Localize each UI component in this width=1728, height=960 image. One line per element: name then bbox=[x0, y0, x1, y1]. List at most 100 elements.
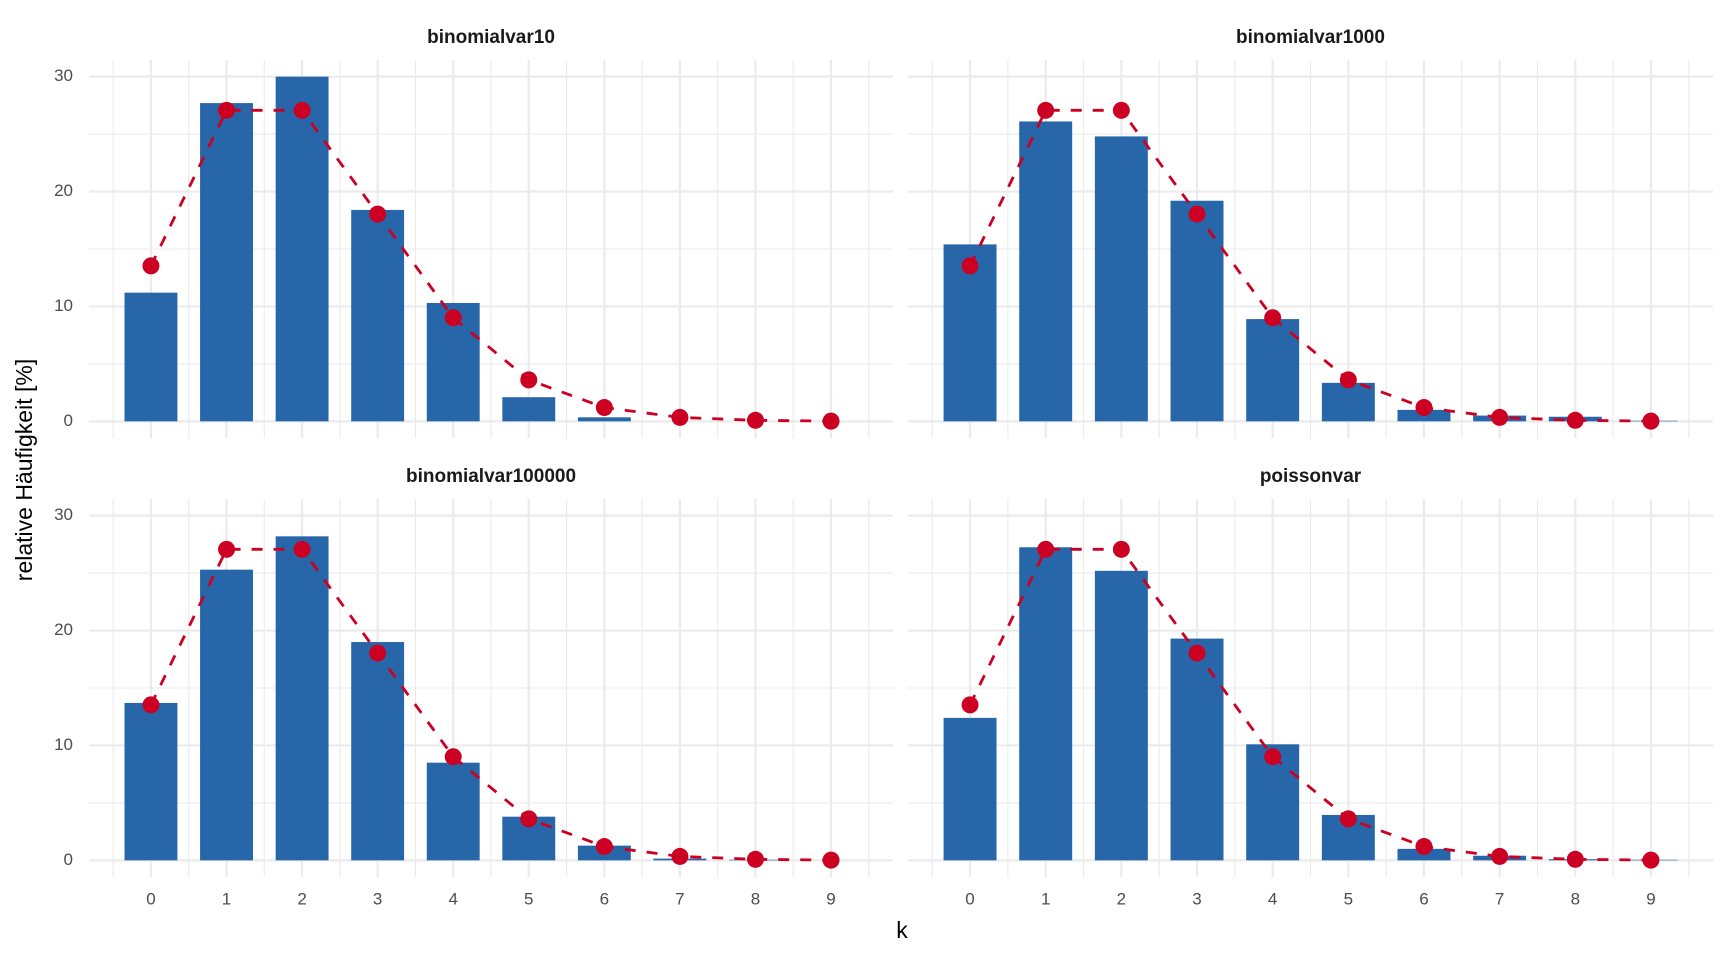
y-tick-label: 0 bbox=[64, 850, 73, 869]
x-tick-label: 6 bbox=[600, 889, 609, 908]
reference-point bbox=[1339, 371, 1357, 389]
reference-point bbox=[671, 408, 689, 426]
x-axis-title: k bbox=[896, 917, 908, 943]
x-tick-label: 0 bbox=[146, 889, 155, 908]
x-tick-label: 4 bbox=[1268, 889, 1277, 908]
reference-point bbox=[1037, 101, 1055, 119]
y-tick-label: 10 bbox=[54, 735, 73, 754]
bar bbox=[351, 209, 405, 422]
facet-title: poissonvar bbox=[1260, 466, 1362, 487]
reference-point bbox=[1642, 851, 1660, 869]
reference-line bbox=[149, 547, 832, 862]
y-axis-title: relative Häufigkeit [%] bbox=[11, 359, 37, 581]
bar bbox=[200, 569, 253, 861]
reference-point bbox=[1264, 748, 1282, 766]
facet-title: binomialvar1000 bbox=[1236, 27, 1385, 48]
reference-point bbox=[1642, 412, 1660, 430]
bar bbox=[577, 417, 631, 422]
x-tick-label: 7 bbox=[1495, 889, 1504, 908]
x-tick-label: 6 bbox=[1419, 889, 1428, 908]
bar bbox=[1170, 200, 1224, 422]
x-tick-label: 8 bbox=[1571, 889, 1580, 908]
reference-point bbox=[961, 257, 979, 275]
reference-point bbox=[1339, 810, 1357, 828]
bar bbox=[124, 292, 178, 422]
reference-point bbox=[369, 644, 387, 662]
reference-point bbox=[746, 850, 764, 868]
reference-point bbox=[142, 696, 160, 714]
reference-point bbox=[520, 371, 538, 389]
bar bbox=[124, 702, 178, 861]
bar bbox=[1170, 638, 1224, 861]
reference-point bbox=[1188, 205, 1206, 223]
reference-point bbox=[293, 540, 311, 558]
facet-panel: binomialvar100000 0 10 20 30 0 1 2 3 4 5 6 7 8 9 bbox=[54, 466, 893, 908]
x-tick-label: 3 bbox=[1192, 889, 1201, 908]
bar bbox=[1246, 319, 1300, 422]
reference-point bbox=[218, 101, 236, 119]
reference-point bbox=[1415, 399, 1433, 417]
y-tick-label: 0 bbox=[64, 411, 73, 430]
reference-point bbox=[746, 411, 764, 429]
reference-point bbox=[369, 205, 387, 223]
reference-point bbox=[1566, 850, 1584, 868]
bar bbox=[275, 76, 329, 422]
x-tick-label: 2 bbox=[1117, 889, 1126, 908]
facet-panel: binomialvar10 0 10 20 30 bbox=[54, 27, 893, 438]
x-tick-label: 9 bbox=[826, 889, 835, 908]
x-tick-label: 4 bbox=[448, 889, 457, 908]
reference-point bbox=[520, 810, 538, 828]
bar bbox=[1019, 547, 1073, 861]
reference-point bbox=[1037, 540, 1055, 558]
facet-panel: binomialvar1000 bbox=[908, 27, 1713, 438]
y-tick-label: 20 bbox=[54, 181, 73, 200]
reference-point bbox=[1415, 838, 1433, 856]
bar bbox=[200, 103, 253, 422]
x-tick-label: 9 bbox=[1646, 889, 1655, 908]
reference-point bbox=[293, 101, 311, 119]
panels-layer: binomialvar100102030binomialvar1000binom… bbox=[54, 27, 1713, 908]
reference-point bbox=[1112, 101, 1130, 119]
reference-point bbox=[1112, 540, 1130, 558]
reference-point bbox=[218, 540, 236, 558]
x-tick-label: 0 bbox=[965, 889, 974, 908]
reference-point bbox=[1491, 847, 1509, 865]
reference-point bbox=[1566, 411, 1584, 429]
x-tick-label: 8 bbox=[751, 889, 760, 908]
reference-point bbox=[1264, 309, 1282, 327]
reference-line bbox=[968, 547, 1651, 862]
reference-point bbox=[822, 851, 840, 869]
x-tick-label: 7 bbox=[675, 889, 684, 908]
bar bbox=[351, 642, 405, 861]
x-tick-label: 1 bbox=[1041, 889, 1050, 908]
bar bbox=[1019, 121, 1073, 422]
bar bbox=[275, 536, 329, 861]
facet-panel: poissonvar 0 1 2 3 4 5 6 7 8 9 bbox=[908, 466, 1713, 908]
bar bbox=[426, 762, 480, 861]
bar bbox=[1321, 382, 1375, 422]
reference-point bbox=[595, 838, 613, 856]
x-tick-label: 3 bbox=[373, 889, 382, 908]
bar bbox=[1094, 570, 1148, 861]
reference-line bbox=[968, 108, 1651, 423]
reference-point bbox=[1188, 644, 1206, 662]
reference-point bbox=[142, 257, 160, 275]
x-tick-label: 5 bbox=[1344, 889, 1353, 908]
y-tick-label: 20 bbox=[54, 620, 73, 639]
x-tick-label: 2 bbox=[297, 889, 306, 908]
reference-point bbox=[671, 847, 689, 865]
bar bbox=[1094, 136, 1148, 422]
facet-title: binomialvar10 bbox=[427, 27, 555, 48]
reference-point bbox=[1491, 408, 1509, 426]
reference-point bbox=[444, 748, 462, 766]
x-tick-label: 1 bbox=[222, 889, 231, 908]
y-tick-label: 30 bbox=[54, 66, 73, 85]
reference-point bbox=[444, 309, 462, 327]
facet-title: binomialvar100000 bbox=[406, 466, 576, 487]
reference-point bbox=[822, 412, 840, 430]
bar bbox=[943, 717, 997, 861]
bar bbox=[502, 397, 556, 422]
reference-line bbox=[149, 108, 832, 423]
x-tick-label: 5 bbox=[524, 889, 533, 908]
